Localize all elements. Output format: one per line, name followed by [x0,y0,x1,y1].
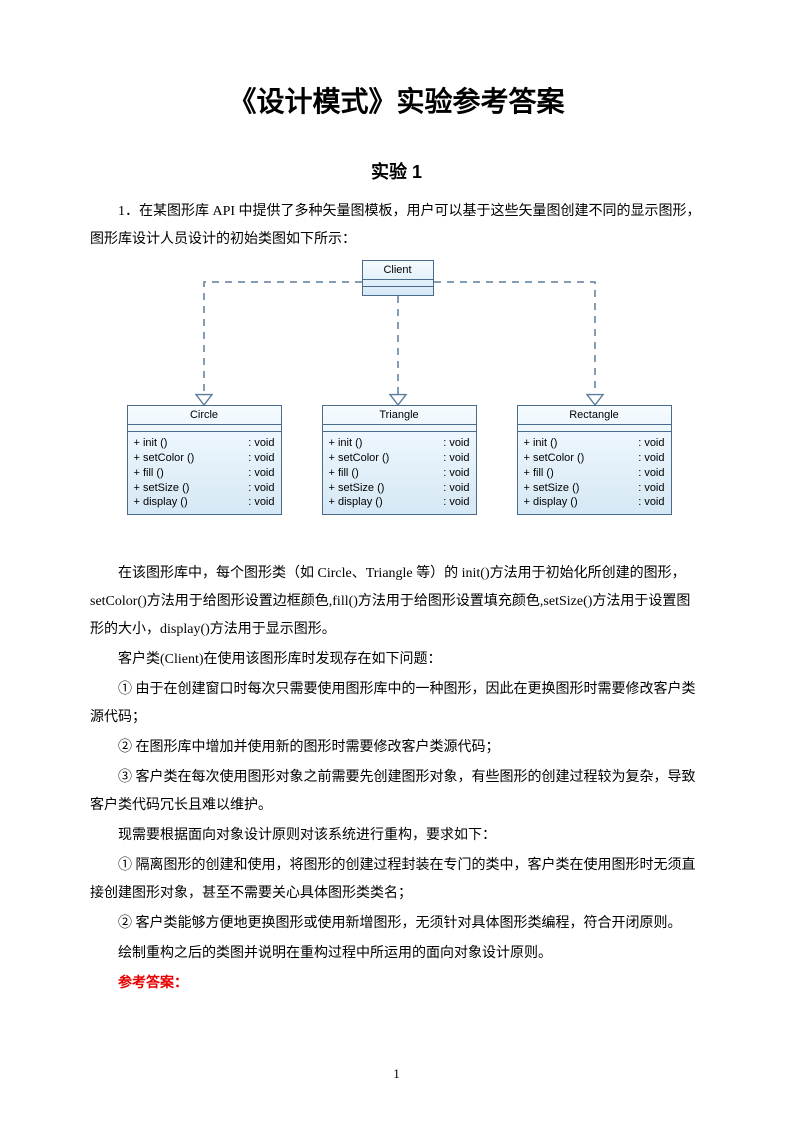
uml-method: + display (): void [524,495,665,510]
uml-class-title: Circle [128,406,281,425]
paragraph: ② 客户类能够方便地更换图形或使用新增图形，无须针对具体图形类编程，符合开闭原则… [90,910,703,938]
uml-method: + init (): void [524,436,665,451]
uml-class-title: Client [363,261,433,280]
uml-method: + display (): void [134,495,275,510]
page: 《设计模式》实验参考答案 实验 1 1．在某图形库 API 中提供了多种矢量图模… [0,0,793,1122]
uml-class-circle: Circle + init (): void+ setColor (): void… [127,405,282,515]
paragraph: 客户类(Client)在使用该图形库时发现存在如下问题： [90,646,703,674]
uml-class-rectangle: Rectangle + init (): void+ setColor (): v… [517,405,672,515]
uml-separator [323,425,476,432]
uml-method: + init (): void [329,436,470,451]
page-number: 1 [0,1066,793,1082]
uml-method: + setSize (): void [134,481,275,496]
uml-diagram: ClientCircle+ init (): void+ setColor ()… [97,260,697,550]
uml-method: + init (): void [134,436,275,451]
experiment-heading: 实验 1 [90,158,703,184]
uml-method: + display (): void [329,495,470,510]
uml-methods: + init (): void+ setColor (): void+ fill… [128,432,281,514]
paragraph: 1．在某图形库 API 中提供了多种矢量图模板，用户可以基于这些矢量图创建不同的… [90,198,703,254]
paragraph: 现需要根据面向对象设计原则对该系统进行重构，要求如下： [90,822,703,850]
answer-label: 参考答案： [90,972,703,992]
paragraph: ③ 客户类在每次使用图形对象之前需要先创建图形对象，有些图形的创建过程较为复杂，… [90,764,703,820]
uml-method: + setSize (): void [329,481,470,496]
uml-separator [363,280,433,287]
uml-method: + fill (): void [524,466,665,481]
uml-method: + fill (): void [329,466,470,481]
uml-class-triangle: Triangle + init (): void+ setColor (): vo… [322,405,477,515]
uml-method: + fill (): void [134,466,275,481]
uml-method: + setSize (): void [524,481,665,496]
uml-method: + setColor (): void [329,451,470,466]
uml-method: + setColor (): void [524,451,665,466]
paragraph: ① 由于在创建窗口时每次只需要使用图形库中的一种图形，因此在更换图形时需要修改客… [90,676,703,732]
paragraph: 绘制重构之后的类图并说明在重构过程中所运用的面向对象设计原则。 [90,940,703,968]
paragraph: ① 隔离图形的创建和使用，将图形的创建过程封装在专门的类中，客户类在使用图形时无… [90,852,703,908]
paragraph: 在该图形库中，每个图形类（如 Circle、Triangle 等）的 init(… [90,560,703,644]
uml-method: + setColor (): void [134,451,275,466]
paragraph: ② 在图形库中增加并使用新的图形时需要修改客户类源代码； [90,734,703,762]
uml-separator [518,425,671,432]
uml-class-client: Client [362,260,434,296]
page-title: 《设计模式》实验参考答案 [90,80,703,120]
uml-separator [128,425,281,432]
uml-methods: + init (): void+ setColor (): void+ fill… [323,432,476,514]
uml-class-title: Triangle [323,406,476,425]
uml-class-title: Rectangle [518,406,671,425]
uml-methods: + init (): void+ setColor (): void+ fill… [518,432,671,514]
